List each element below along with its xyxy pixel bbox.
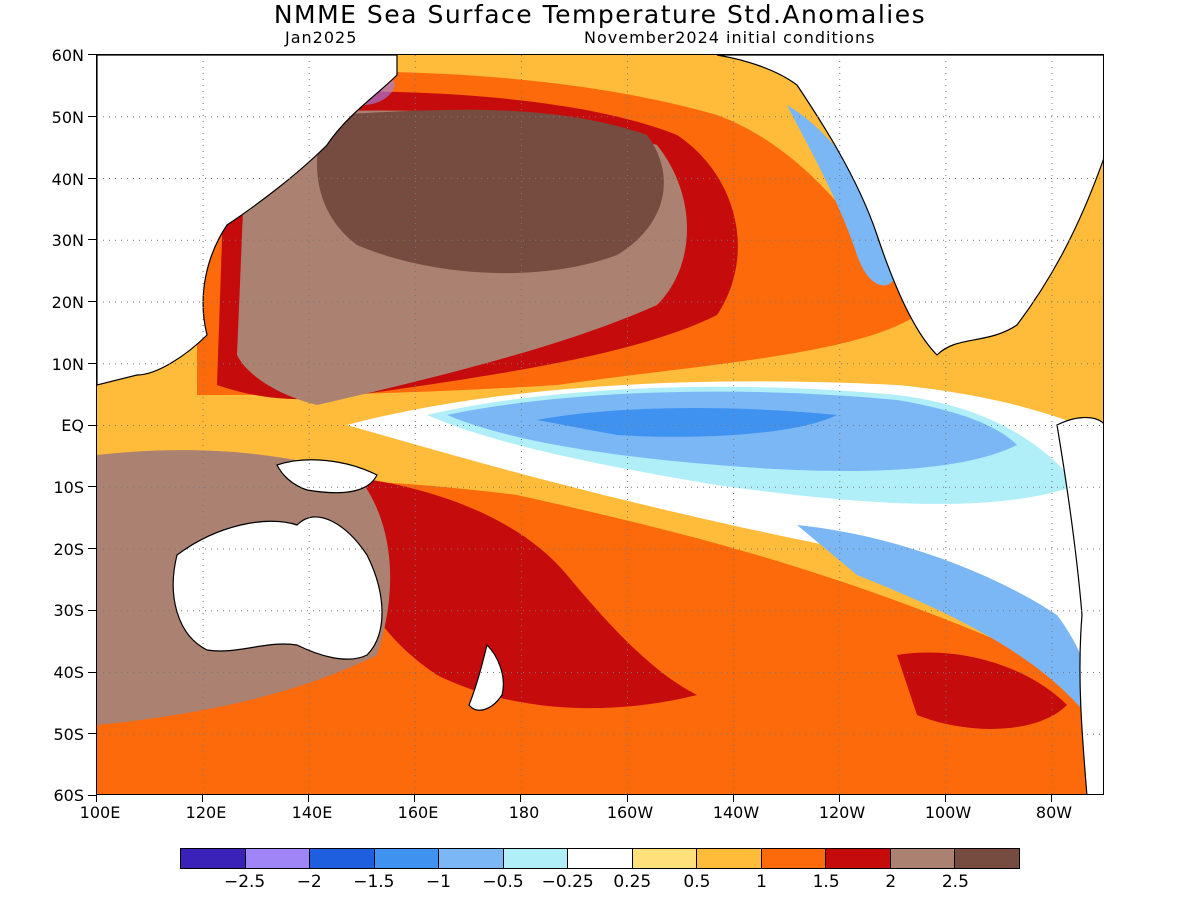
colorbar-label: −2 [296,872,322,892]
lon-tick [1050,795,1052,802]
colorbar-label: −0.5 [482,872,524,892]
land-south-america [1056,416,1103,794]
colorbar-swatch [310,849,375,868]
lon-tick [520,795,522,802]
lat-tick [88,548,96,549]
lon-tick [626,795,628,802]
land-new-zealand [468,643,504,711]
lon-label-80w: 80W [1035,803,1073,822]
colorbar-swatch [955,849,1019,868]
lat-label-40n: 40N [51,170,84,189]
colorbar-swatch [632,849,698,868]
lon-tick [96,795,97,802]
lon-label-120e: 120E [185,803,227,822]
colorbar-label: −1.5 [353,872,395,892]
lon-tick [838,795,840,802]
colorbar-label: −1 [425,872,451,892]
colorbar-label: 2.5 [941,872,969,892]
colorbar-swatch [568,849,633,868]
colorbar-label: 0.25 [613,872,652,892]
lat-label-eq: EQ [61,416,84,435]
anomaly-band-southeast-red [897,652,1067,729]
lat-tick [88,424,96,426]
lat-tick [88,795,96,796]
lat-tick [88,54,96,55]
lat-label-40s: 40S [53,663,84,682]
lat-label-30n: 30N [51,231,84,250]
lon-label-100w: 100W [924,803,972,822]
lat-label-60s: 60S [53,786,84,805]
lat-label-30s: 30S [53,601,84,620]
colorbar-swatch [245,849,311,868]
lat-tick [88,609,96,611]
initial-conditions: November2024 initial conditions [584,28,876,47]
lat-label-10n: 10N [51,355,84,374]
colorbar-swatch [697,849,762,868]
lon-label-120w: 120W [818,803,866,822]
colorbar-label: −0.25 [541,872,594,892]
lon-label-180: 180 [508,803,540,822]
map-canvas [97,55,1103,794]
colorbar-label: 0.5 [683,872,711,892]
lat-tick [88,177,96,179]
colorbar-swatch [503,849,569,868]
lat-tick [88,239,96,241]
lat-label-50s: 50S [53,725,84,744]
lon-label-140e: 140E [291,803,333,822]
california-cool-band [787,105,897,286]
lon-label-100e: 100E [79,803,121,822]
lon-label-140w: 140W [712,803,760,822]
land-new-guinea [276,459,378,494]
colorbar-swatch [826,849,891,868]
colorbar [180,848,1020,869]
lat-label-20n: 20N [51,293,84,312]
colorbar-swatch [439,849,504,868]
lon-label-160w: 160W [606,803,654,822]
lat-label-10s: 10S [53,478,84,497]
lat-tick [88,115,96,117]
colorbar-swatch [374,849,440,868]
anomaly-band-south-red [337,475,697,709]
colorbar-label: 1.5 [812,872,840,892]
lat-tick [88,733,96,735]
lat-label-20s: 20S [53,540,84,559]
lon-tick [944,795,946,802]
lat-tick [88,301,96,302]
land-australia [172,516,383,660]
lat-tick [88,362,96,364]
map-title: NMME Sea Surface Temperature Std.Anomali… [273,0,927,29]
land-asia [97,55,398,386]
lat-label-50n: 50N [51,108,84,127]
forecast-month: Jan2025 [285,28,358,47]
colorbar-swatch [181,849,246,868]
colorbar-label: 1 [756,872,767,892]
grid-lines [97,55,1103,794]
lon-tick [308,795,310,802]
colorbar-swatch [761,849,827,868]
lon-tick [202,795,204,802]
sst-anomaly-map [96,54,1104,795]
land-north-america [716,55,1103,356]
lat-label-60n: 60N [51,46,84,65]
lon-tick [732,795,734,802]
colorbar-label: −2.5 [223,872,266,892]
southeast-cool-band [797,525,1091,715]
colorbar-label: 2 [885,872,897,892]
lat-tick [88,486,96,488]
lon-label-160e: 160E [397,803,439,822]
anomaly-band-north-pacific-brown [317,109,664,274]
cold-tongue-core [537,408,837,437]
lon-tick [414,795,416,802]
colorbar-swatch [890,849,956,868]
lat-tick [88,671,96,673]
